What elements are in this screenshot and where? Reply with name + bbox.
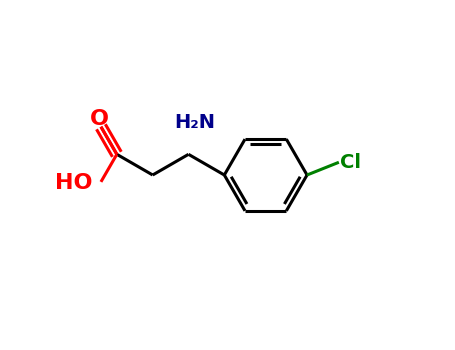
Text: H₂N: H₂N [174,113,215,132]
Text: HO: HO [56,174,93,194]
Text: Cl: Cl [340,153,361,172]
Text: O: O [90,109,109,129]
